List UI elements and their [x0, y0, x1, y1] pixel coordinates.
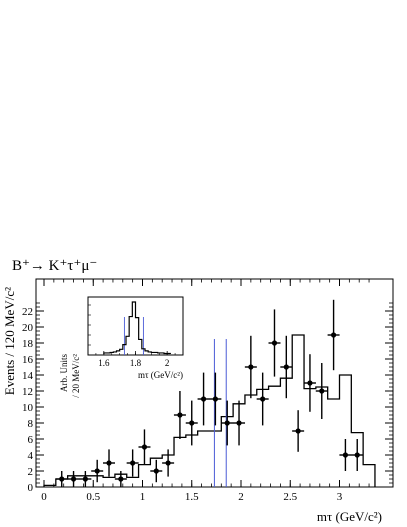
inset-histogram-line [103, 301, 171, 355]
y-tick-label: 6 [28, 434, 34, 446]
data-point [189, 420, 195, 426]
background-histogram [43, 334, 376, 487]
data-point [224, 420, 230, 426]
data-point [165, 460, 171, 466]
chart-title: B⁺→ K⁺τ⁺μ⁻ [12, 258, 97, 274]
y-tick-label: 22 [22, 306, 33, 318]
y-tick-label: 12 [22, 386, 33, 398]
y-tick-label: 18 [22, 338, 34, 350]
data-point [295, 428, 301, 434]
data-point [212, 396, 218, 402]
histogram-step-line [43, 334, 376, 487]
inset-x-tick-label: 1.6 [98, 358, 110, 368]
inset-x-tick-label: 1.8 [130, 358, 142, 368]
x-axis-label: mτ (GeV/c²) [317, 509, 382, 524]
data-point [106, 460, 112, 466]
data-point [130, 460, 136, 466]
data-point [283, 364, 289, 370]
x-tick-label: 2 [238, 491, 244, 503]
y-tick-label: 8 [28, 418, 34, 430]
y-tick-label: 4 [28, 450, 34, 462]
data-point [236, 420, 242, 426]
y-tick-label: 14 [22, 370, 34, 382]
data-point [354, 452, 360, 458]
data-point [118, 476, 124, 482]
data-point [94, 468, 100, 474]
main-axis-ticks: 0 0.5 1 1.5 2 2.5 3 0 2 4 6 8 10 12 14 16 18 20 22 [22, 279, 393, 503]
data-point [307, 380, 313, 386]
data-point [70, 476, 77, 482]
data-point [260, 396, 266, 402]
data-point [330, 332, 337, 338]
data-point [153, 468, 159, 474]
x-tick-label: 2.5 [283, 491, 297, 503]
data-point [319, 388, 325, 394]
inset-x-tick-label: 2 [165, 358, 170, 368]
signal-window-lines [213, 339, 227, 487]
data-point [248, 364, 254, 370]
x-tick-label: 0.5 [86, 491, 100, 503]
x-tick-label: 1.5 [185, 491, 199, 503]
x-tick-label: 3 [337, 491, 343, 503]
y-tick-label: 0 [28, 482, 34, 494]
y-axis-label: Events / 120 MeV/c² [2, 287, 17, 395]
data-point [59, 476, 65, 482]
y-tick-label: 16 [22, 354, 34, 366]
data-point [82, 476, 88, 482]
y-tick-label: 2 [28, 466, 34, 478]
data-point [342, 452, 349, 458]
data-point [271, 340, 278, 346]
data-points [55, 299, 364, 487]
inset-x-label: mτ (GeV/c²) [138, 370, 183, 380]
x-tick-label: 0 [41, 491, 47, 503]
inset-histogram [103, 301, 171, 355]
inset-axis-ticks: 1.6 1.8 2 [87, 304, 184, 368]
data-point [177, 412, 183, 418]
y-tick-label: 10 [22, 402, 34, 414]
x-tick-label: 1 [140, 491, 146, 503]
inset-y-label-line1: Arb. Units [59, 354, 69, 392]
inset-y-label-line2: / 20 MeV/c² [71, 354, 81, 398]
y-tick-label: 20 [22, 322, 34, 334]
data-point [141, 444, 148, 450]
data-point [200, 396, 207, 402]
